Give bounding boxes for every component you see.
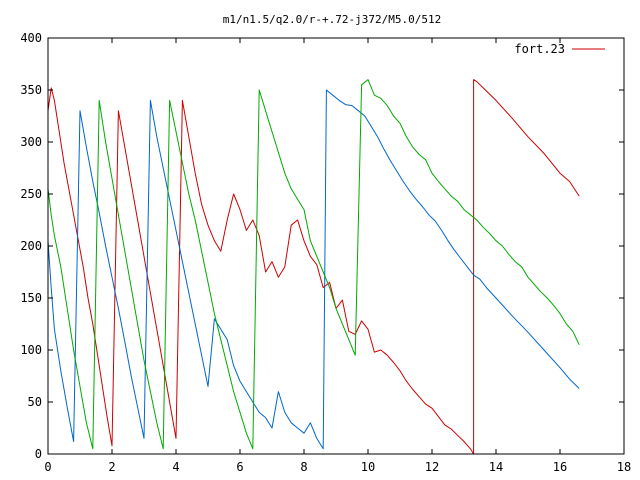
y-tick-label: 200 [20, 239, 42, 253]
y-tick-label: 150 [20, 291, 42, 305]
chart-title: m1/n1.5/q2.0/r-+.72-j372/M5.0/512 [223, 13, 442, 26]
plot-area [47, 79, 580, 455]
series-line-2 [47, 79, 580, 450]
y-tick-label: 400 [20, 31, 42, 45]
x-tick-label: 12 [425, 460, 439, 474]
x-tick-label: 16 [553, 460, 567, 474]
x-tick-label: 2 [108, 460, 115, 474]
y-tick-label: 350 [20, 83, 42, 97]
y-tick-label: 50 [28, 395, 42, 409]
x-tick-label: 4 [172, 460, 179, 474]
series-line-1 [47, 89, 580, 450]
y-tick-label: 300 [20, 135, 42, 149]
y-axis-ticks: 0 50 100 150 200 250 300 350 400 [20, 31, 624, 461]
plot-frame [47, 37, 625, 455]
legend: fort.23 [514, 42, 605, 56]
y-tick-label: 0 [35, 447, 42, 461]
x-tick-label: 10 [361, 460, 375, 474]
x-tick-label: 14 [489, 460, 503, 474]
x-tick-label: 18 [617, 460, 631, 474]
x-tick-label: 0 [44, 460, 51, 474]
x-axis-ticks: 0 2 4 6 8 10 12 14 16 18 [44, 38, 631, 474]
x-tick-label: 6 [236, 460, 243, 474]
legend-label: fort.23 [514, 42, 565, 56]
series-line-0 [47, 79, 580, 455]
y-tick-label: 250 [20, 187, 42, 201]
x-tick-label: 8 [300, 460, 307, 474]
y-tick-label: 100 [20, 343, 42, 357]
